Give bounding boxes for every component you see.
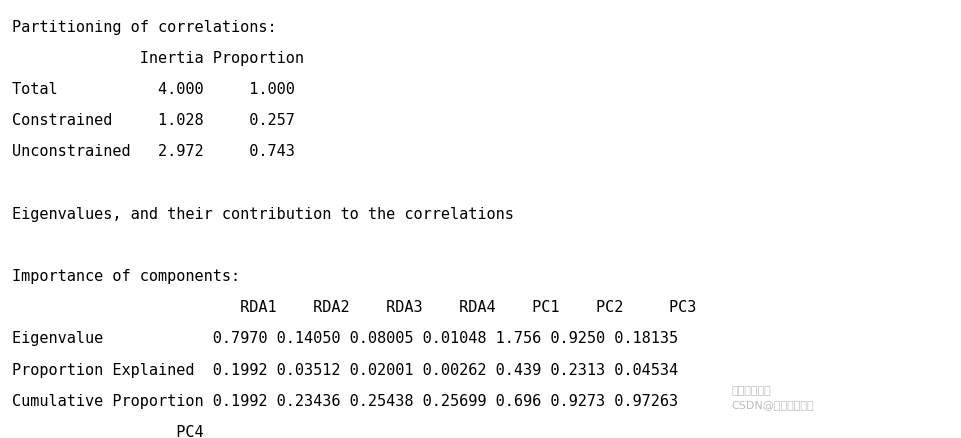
Text: Eigenvalue            0.7970 0.14050 0.08005 0.01048 1.756 0.9250 0.18135: Eigenvalue 0.7970 0.14050 0.08005 0.0104…: [12, 331, 677, 346]
Text: Eigenvalues, and their contribution to the correlations: Eigenvalues, and their contribution to t…: [12, 206, 513, 221]
Text: Total           4.000     1.000: Total 4.000 1.000: [12, 82, 294, 97]
Text: RDA1    RDA2    RDA3    RDA4    PC1    PC2     PC3: RDA1 RDA2 RDA3 RDA4 PC1 PC2 PC3: [12, 300, 695, 314]
Text: Proportion Explained  0.1992 0.03512 0.02001 0.00262 0.439 0.2313 0.04534: Proportion Explained 0.1992 0.03512 0.02…: [12, 362, 677, 377]
Text: Inertia Proportion: Inertia Proportion: [12, 51, 304, 66]
Text: Cumulative Proportion 0.1992 0.23436 0.25438 0.25699 0.696 0.9273 0.97263: Cumulative Proportion 0.1992 0.23436 0.2…: [12, 393, 677, 408]
Text: Importance of components:: Importance of components:: [12, 268, 239, 283]
Text: Unconstrained   2.972     0.743: Unconstrained 2.972 0.743: [12, 144, 294, 159]
Text: 拓端数据部落
CSDN@拓端科研先生: 拓端数据部落 CSDN@拓端科研先生: [730, 385, 813, 410]
Text: Partitioning of correlations:: Partitioning of correlations:: [12, 20, 276, 35]
Text: Constrained     1.028     0.257: Constrained 1.028 0.257: [12, 113, 294, 128]
Text: PC4: PC4: [12, 424, 203, 438]
